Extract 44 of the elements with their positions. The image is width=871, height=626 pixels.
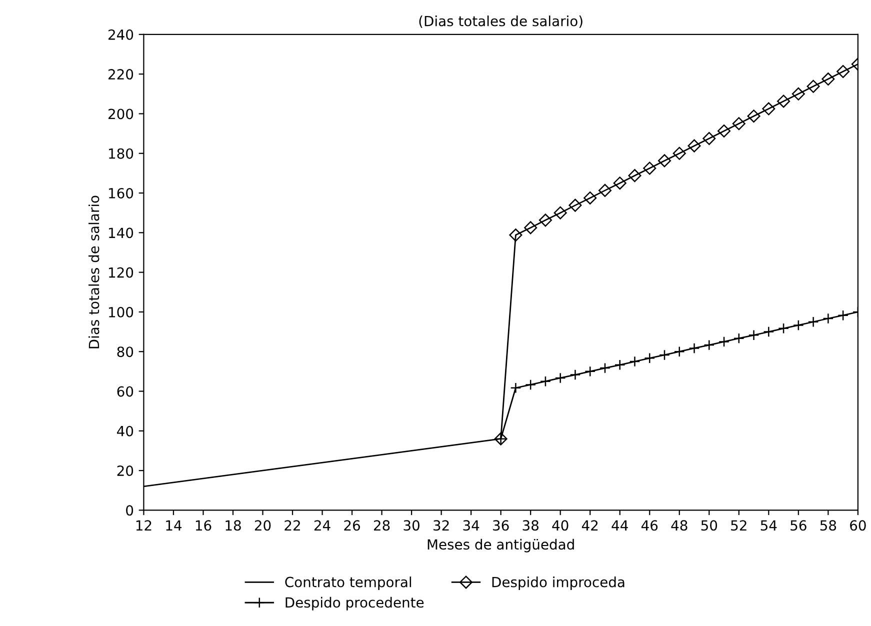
x-tick-label: 26 [344,520,360,531]
x-tick-label: 50 [701,520,718,531]
x-tick-label: 36 [493,520,509,531]
y-tick-label: 40 [117,426,134,436]
y-tick-label: 200 [108,108,134,120]
x-tick-label: 56 [790,520,806,531]
x-tick-label: 32 [434,520,449,531]
legend-label: Despido improceda [492,576,624,590]
legend-label: Despido procedente [286,596,424,610]
x-tick-label: 48 [671,520,688,531]
y-tick-label: 100 [109,306,134,318]
y-tick-label: 140 [109,228,134,238]
x-tick-label: 42 [582,520,598,530]
x-tick-label: 12 [136,520,152,530]
x-tick-label: 20 [254,520,271,531]
x-tick-label: 46 [641,520,658,531]
x-tick-label: 58 [820,520,836,531]
y-tick-label: 120 [109,267,134,278]
x-tick-label: 16 [196,520,212,531]
x-tick-label: 54 [760,520,777,531]
x-tick-label: 52 [731,520,746,531]
x-tick-label: 30 [404,520,420,531]
y-tick-label: 0 [126,505,134,516]
y-tick-label: 220 [108,69,134,80]
y-axis-title: Dias totales de salario [88,196,100,348]
x-tick-label: 40 [552,520,568,531]
x-tick-label: 24 [314,520,330,530]
legend-label: Contrato temporal [285,576,412,590]
y-tick-label: 60 [117,386,134,397]
x-tick-label: 34 [463,520,480,531]
chart-title: (Dias totales de salario) [419,16,582,28]
x-tick-label: 60 [850,520,866,531]
y-tick-label: 180 [109,148,134,159]
x-tick-label: 14 [166,520,182,530]
x-tick-label: 28 [374,520,390,531]
x-tick-label: 38 [522,520,538,531]
y-tick-label: 160 [109,188,134,198]
y-tick-label: 240 [108,29,134,40]
x-tick-label: 44 [612,520,628,530]
x-axis-title: Meses de antigüedad [428,538,574,552]
x-tick-label: 18 [226,520,241,531]
y-tick-label: 80 [117,346,134,358]
y-tick-label: 20 [117,466,134,476]
x-tick-label: 22 [284,520,300,530]
